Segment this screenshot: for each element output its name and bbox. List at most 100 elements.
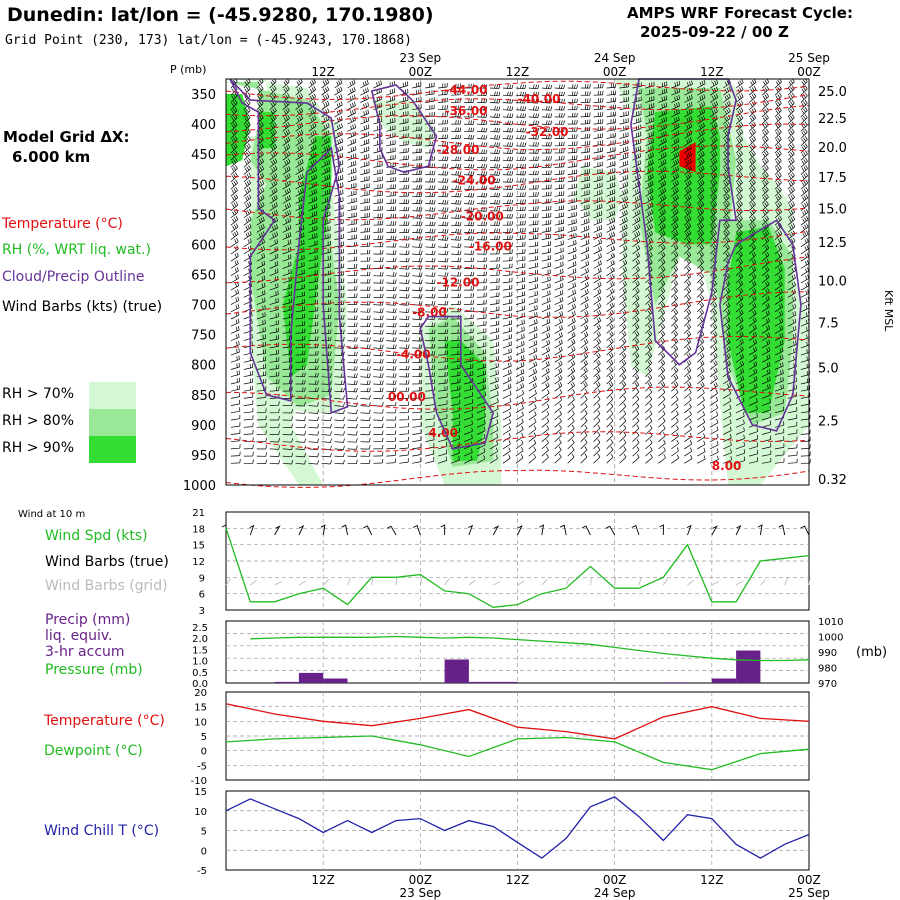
pressure-y-tick-1: 1000 [818,633,843,644]
wind-barb-1497 [386,322,397,328]
wind-barb-true-17 [631,524,640,536]
wind-barb-1505 [489,320,500,327]
wind-barb-1113 [658,251,666,262]
pressure-unit: (mb) [856,645,887,660]
wind-barb-487 [709,150,718,161]
wind-barb-569 [606,167,616,175]
wind-barb-332 [451,134,462,140]
wind-barb-1848 [269,379,280,385]
wind-barb-1719 [347,358,358,364]
wind-barb-37 [710,79,719,89]
wind-barb-495 [230,157,238,168]
wind-barb-330 [425,134,436,139]
wind-barb-1797 [774,362,784,370]
height-tick-label-2: 20.0 [818,141,847,156]
wind-barb-119 [606,97,617,103]
wind-barb-156 [502,106,514,111]
wind-barb-294 [541,127,553,133]
wind-barb-2051 [567,403,575,414]
wind-barb-1002 [386,243,397,248]
wind-barb-36 [697,79,706,89]
wind-barb-425 [489,149,501,155]
wind-barb-1213 [787,266,796,276]
precip-bar-11 [493,681,518,683]
wind-barb-1154 [606,259,615,269]
wind-barb-2251 [243,444,254,450]
wind-barb-2281 [632,439,640,450]
wind-barb-1327 [515,291,526,298]
wind-barb-2252 [256,445,267,450]
wind-barb-90 [230,92,238,103]
wind-barb-1501 [438,322,449,327]
wind-barb-1494 [347,322,358,328]
wind-barb-718 [787,186,795,197]
height-axis: 25.022.520.017.515.012.510.07.55.02.50.3… [818,85,847,488]
wind-barb-1098 [464,257,475,263]
wind-barb-384 [541,141,552,147]
wind-barb-956 [373,235,384,240]
wind-barb-723 [269,194,278,204]
station-title: Dunedin: lat/lon = (-45.9280, 170.1980) [7,4,434,26]
wind-barb-542 [256,165,265,175]
wind-barb-1279 [476,285,487,291]
wind-barb-606 [502,178,514,183]
pressure-tick-label-0: 350 [191,88,216,103]
top-time-tick-1: 00Z [409,65,433,79]
cloud-outline-4 [630,78,738,366]
wind-barb-1773 [464,363,474,370]
wind-barb-1943 [334,395,345,400]
wind-barb-747 [580,197,590,204]
wind-barb-545 [295,166,304,175]
wind-barb-841 [632,209,641,219]
wind-barb-947 [256,231,265,240]
wind-barb-499 [282,158,291,168]
wind-barb-174 [735,100,744,110]
precip-bar-2 [274,681,299,683]
pressure-line [250,635,810,662]
wind-barb-2204 [800,429,811,435]
wind-barb-2163 [269,430,280,436]
precip-y-tick-5: 0.0 [192,679,208,690]
wind-barb-308 [722,121,731,132]
wind-barb-168 [658,102,668,111]
wind-barb-155 [489,106,501,111]
wind-barb-782 [451,207,462,212]
wind-barb-516 [502,163,514,169]
wind-barb-2333 [723,448,732,457]
temp-y-tick-2: 10 [194,717,207,728]
pressure-tick-label-1: 400 [191,118,216,133]
wc-y-tick-3: 0 [201,846,207,857]
wind-barb-1234 [476,278,487,284]
wind-barb-118 [593,97,604,103]
wind-barb-grid-14 [565,577,570,586]
wind-barb-931 [632,223,641,233]
wind-barb-2233 [593,431,601,442]
wind-barb-2280 [619,439,627,450]
wind-barb-720 [230,194,239,204]
wind-barb-104 [412,96,422,103]
bottom-time-tick-1: 00Z [409,873,433,887]
wind-barb-802 [709,201,717,211]
wind-barb-820 [360,212,370,219]
wind-barb-456 [308,151,317,161]
wind-barb-295 [554,127,565,132]
wind-barb-1229 [412,279,423,285]
wind-barb-1810 [360,373,371,378]
wind-barb-251 [567,120,578,125]
wind-barb-1725 [425,358,436,363]
wind-barb-367 [321,137,330,147]
wind-barb-316 [243,128,251,139]
wind-barb-1493 [334,322,345,327]
wind-barb-432 [580,147,591,154]
wind-barb-2028 [269,408,280,414]
wind-barb-49 [282,85,290,96]
wind-barb-619 [671,172,680,183]
wind-barb-1573 [787,325,797,334]
wind-barb-134 [800,92,808,103]
wind-barb-823 [399,214,410,219]
wind-barb-631 [243,179,252,190]
wind-barb-405 [230,143,238,154]
wind-barb-1865 [489,377,499,385]
wind-barb-2194 [671,425,679,435]
wind-barb-861 [308,218,318,226]
